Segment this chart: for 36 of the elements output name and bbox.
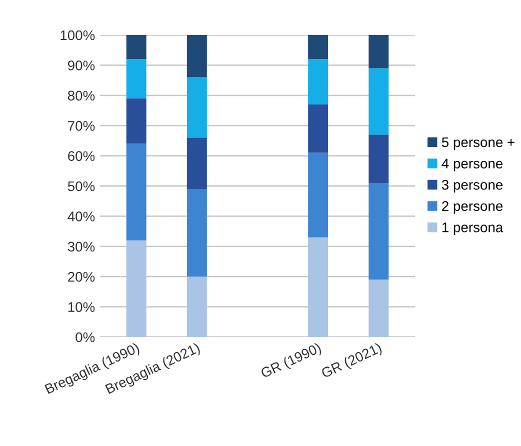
y-tick-label: 0% [76,332,95,342]
bar [126,59,146,98]
bar [368,134,389,183]
y-tick-label: 50% [68,181,95,192]
bar [308,237,328,337]
y-tick-label: 80% [68,90,95,101]
y-tick-label: 10% [68,302,95,312]
bar [186,35,207,78]
bar [186,189,207,277]
bar [126,144,146,240]
legend-label: 3 persone [442,180,503,192]
y-tick-label: 90% [68,60,95,70]
bar [368,280,389,337]
legend-label: 1 persona [442,222,504,236]
bar [308,104,328,153]
bar [308,59,328,104]
legend-label: 4 persone [442,158,503,172]
bar [368,182,389,280]
y-tick-label: 100% [60,30,95,40]
y-tick-label: 30% [68,242,95,252]
bar [308,35,328,60]
y-tick-label: 20% [68,272,95,282]
bar [308,152,328,238]
bar [126,98,146,144]
y-tick-label: 40% [68,212,95,222]
bar [186,138,207,190]
bar [186,77,207,138]
bar [368,35,389,68]
bar [186,276,207,337]
legend-label: 2 persone [442,201,503,214]
legend-label: 5 persone + [442,137,514,150]
bar [126,240,146,337]
bar [368,68,389,135]
bar [126,35,146,60]
y-tick-label: 70% [68,120,95,131]
y-tick-label: 60% [68,151,95,161]
